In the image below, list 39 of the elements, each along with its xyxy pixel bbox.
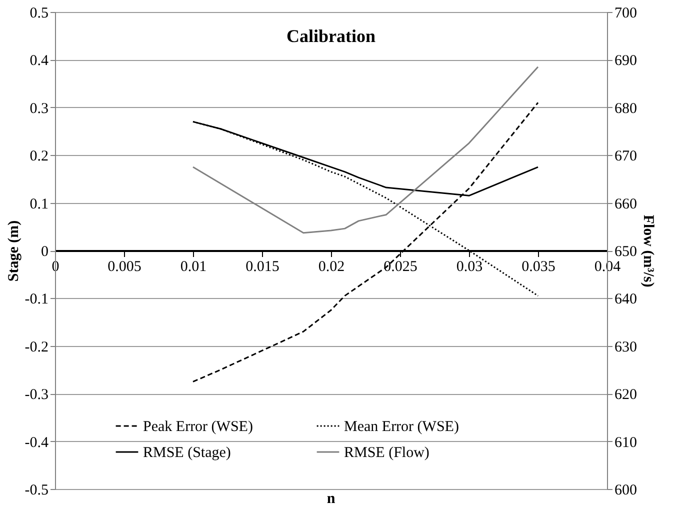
y-tick-label: 0.2 — [30, 148, 48, 165]
legend-label: Peak Error (WSE) — [143, 419, 253, 435]
y2-tick-label: 640 — [614, 292, 637, 308]
y-tick-label: 0 — [41, 244, 48, 260]
y2-axis-title: Flow (m³/s) — [640, 214, 656, 288]
y-tick-label: 0.4 — [30, 53, 49, 70]
y-tick-label: -0.4 — [24, 434, 49, 451]
y2-tick-label: 670 — [614, 148, 637, 165]
y-tick-label: -0.2 — [24, 339, 48, 356]
y2-tick-label: 610 — [614, 434, 637, 451]
y-tick-label: -0.1 — [24, 292, 48, 308]
y2-tick-label: 630 — [614, 339, 637, 356]
x-tick-label: 0.005 — [108, 259, 142, 275]
y-tick-label: -0.3 — [24, 387, 48, 404]
y2-tick-label: 700 — [614, 6, 637, 22]
y-axis-title: Stage (m) — [6, 220, 22, 282]
x-tick-label: 0.01 — [180, 259, 207, 275]
y-tick-label: 0.1 — [30, 196, 48, 212]
x-axis-title: n — [326, 491, 336, 507]
y2-tick-label: 600 — [614, 482, 637, 498]
y-tick-label: -0.5 — [24, 482, 48, 498]
y2-tick-label: 680 — [614, 100, 637, 117]
y2-tick-label: 660 — [614, 196, 637, 212]
x-tick-label: 0.025 — [384, 259, 418, 275]
text: Calibration — [286, 26, 376, 46]
y-tick-label: 0.3 — [30, 100, 48, 117]
x-tick-label: 0.03 — [456, 259, 483, 275]
legend-label: RMSE (Stage) — [143, 445, 231, 461]
y-tick-label: 0.5 — [30, 6, 48, 22]
x-tick-label: 0.035 — [522, 259, 556, 275]
y2-tick-label: 690 — [614, 53, 637, 70]
x-tick-label: 0.015 — [246, 259, 280, 275]
line-series — [192, 66, 539, 234]
legend-label: RMSE (Flow) — [344, 445, 430, 461]
y2-tick-label: 650 — [614, 244, 637, 260]
legend-label: Mean Error (WSE) — [344, 419, 459, 435]
x-tick-label: 0.02 — [318, 259, 345, 275]
y2-tick-label: 620 — [614, 387, 637, 404]
x-tick-label: 0 — [52, 259, 60, 275]
